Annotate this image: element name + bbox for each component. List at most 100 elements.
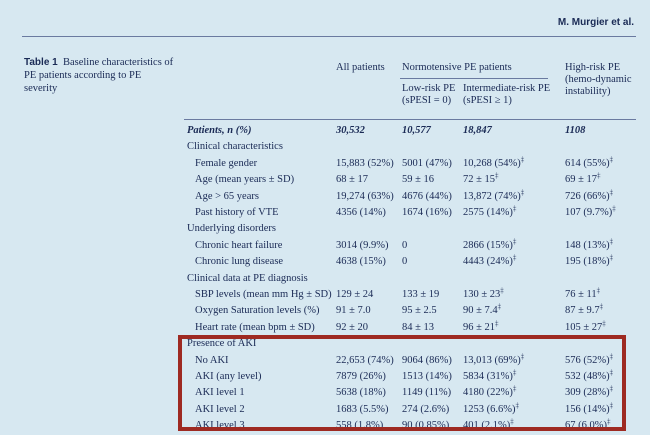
cell-all: 68 ± 17 [336, 172, 368, 187]
section-row: Underlying disorders [0, 221, 650, 236]
cell-high-risk-value: 576 (52%) [565, 354, 610, 366]
cell-low-risk-value: 0 [402, 256, 408, 268]
cell-all: 30,532 [336, 123, 365, 138]
cell-low-risk-value: 133 ± 19 [402, 289, 440, 300]
row-label: Clinical data at PE diagnosis [187, 271, 308, 286]
significance-marker: ‡ [609, 368, 614, 377]
cell-all: 92 ± 20 [336, 320, 368, 335]
cell-high-risk-value: 105 ± 27 [565, 321, 603, 333]
table-row: SBP levels (mean mm Hg ± SD) 129 ± 24 133 … [0, 287, 650, 302]
significance-marker: ‡ [495, 171, 499, 180]
cell-all: 4356 (14%) [336, 205, 386, 220]
cell-all: 19,274 (63%) [336, 189, 394, 204]
cell-high-risk-value: 107 (9.7%) [565, 207, 613, 218]
row-label: Chronic lung disease [195, 254, 283, 269]
row-label: No AKI [195, 353, 229, 368]
header-low-risk: Low-risk PE (sPESI = 0) [402, 83, 456, 106]
significance-marker: ‡ [609, 384, 614, 393]
cell-low-risk: 9064 (86%) [402, 353, 452, 368]
cell-intermediate-risk: 2575 (14%)‡ [463, 205, 516, 220]
cell-high-risk: 67 (6.0%)‡ [565, 418, 611, 433]
significance-marker: ‡ [520, 188, 525, 197]
cell-low-risk: 1149 (11%) [402, 385, 451, 400]
cell-low-risk-value: 1674 (16%) [402, 207, 452, 218]
caption-text: Baseline characteristics of PE patients … [24, 57, 174, 94]
row-label-value: Heart rate (mean bpm ± SD) [195, 321, 315, 333]
cell-intermediate-risk-value: 13,013 (69%) [463, 354, 521, 366]
significance-marker: ‡ [495, 319, 499, 328]
cell-intermediate-risk-value: 18,847 [463, 125, 492, 136]
cell-high-risk-value: 532 (48%) [565, 371, 610, 382]
table-row: No AKI 22,653 (74%) 9064 (86%) 13,013 (69%)… [0, 353, 650, 368]
significance-marker: ‡ [609, 352, 614, 361]
table-row: Age (mean years ± SD) 68 ± 17 59 ± 16 72 ± … [0, 172, 650, 187]
significance-marker: ‡ [520, 352, 525, 361]
cell-all-value: 558 (1.8%) [336, 420, 384, 432]
cell-intermediate-risk: 13,872 (74%)‡ [463, 189, 524, 204]
cell-low-risk: 274 (2.6%) [402, 402, 449, 417]
cell-all-value: 30,532 [336, 125, 365, 136]
table-row: AKI level 3 558 (1.8%) 90 (0.85%) 401 (2.1%… [0, 418, 650, 433]
significance-marker: ‡ [609, 401, 614, 410]
cell-all-value: 5638 (18%) [336, 387, 386, 399]
cell-low-risk-value: 274 (2.6%) [402, 403, 450, 415]
row-label-value: Clinical characteristics [187, 141, 283, 153]
header-intermediate-risk: Intermediate-risk PE (sPESI ≥ 1) [463, 83, 551, 106]
cell-low-risk: 0 [402, 238, 407, 253]
row-label: Heart rate (mean bpm ± SD) [195, 320, 315, 335]
significance-marker: ‡ [520, 155, 525, 164]
cell-all: 7879 (26%) [336, 369, 386, 384]
cell-all: 5638 (18%) [336, 385, 386, 400]
table-row: AKI level 1 5638 (18%) 1149 (11%) 4180 (22%… [0, 385, 650, 400]
cell-high-risk: 148 (13%)‡ [565, 238, 613, 253]
cell-intermediate-risk: 4443 (24%)‡ [463, 254, 516, 269]
table-row: AKI (any level) 7879 (26%) 1513 (14%) 5834 … [0, 369, 650, 384]
row-label-value: Chronic lung disease [195, 256, 284, 268]
cell-intermediate-risk-value: 401 (2.1%) [463, 420, 511, 432]
header-high-risk: High-risk PE (hemo-dynamic instability) [565, 62, 632, 97]
cell-high-risk: 726 (66%)‡ [565, 189, 613, 204]
section-row: Clinical data at PE diagnosis [0, 271, 650, 286]
cell-all-value: 15,883 (52%) [336, 157, 394, 169]
cell-low-risk: 1513 (14%) [402, 369, 452, 384]
significance-marker: ‡ [607, 417, 611, 426]
cell-intermediate-risk-value: 1253 (6.6%) [463, 403, 516, 415]
row-label: AKI (any level) [195, 369, 261, 384]
significance-marker: ‡ [609, 253, 614, 262]
cell-high-risk: 105 ± 27‡ [565, 320, 606, 335]
significance-marker: ‡ [512, 253, 517, 262]
cell-low-risk: 1674 (16%) [402, 205, 452, 220]
cell-all-value: 129 ± 24 [336, 289, 374, 300]
cell-high-risk: 156 (14%)‡ [565, 402, 613, 417]
row-label-value: Oxygen Saturation levels (%) [195, 305, 320, 317]
cell-high-risk-value: 614 (55%) [565, 157, 610, 169]
cell-high-risk: 76 ± 11‡ [565, 287, 600, 302]
top-rule [22, 36, 636, 37]
row-label: Underlying disorders [187, 221, 276, 236]
row-label-value: AKI level 3 [195, 420, 245, 432]
cell-high-risk: 87 ± 9.7‡ [565, 303, 603, 318]
table-row: Past history of VTE 4356 (14%) 1674 (16%) 2… [0, 205, 650, 220]
cell-intermediate-risk: 10,268 (54%)‡ [463, 156, 524, 171]
cell-low-risk: 5001 (47%) [402, 156, 452, 171]
row-label-value: AKI (any level) [195, 371, 262, 382]
row-label: Female gender [195, 156, 257, 171]
significance-marker: ‡ [510, 417, 514, 426]
row-label-value: Underlying disorders [187, 223, 276, 235]
cell-low-risk-value: 84 ± 13 [402, 321, 435, 333]
cell-intermediate-risk-value: 130 ± 23 [463, 289, 501, 300]
significance-marker: ‡ [497, 302, 502, 311]
table-row: Age > 65 years 19,274 (63%) 4676 (44%) 13,8… [0, 189, 650, 204]
header-normotensive: Normotensive PE patients [402, 62, 512, 73]
header-subrule [400, 78, 548, 79]
significance-marker: ‡ [500, 286, 504, 295]
cell-high-risk-value: 67 (6.0%) [565, 420, 607, 432]
cell-low-risk: 4676 (44%) [402, 189, 452, 204]
row-label: AKI level 1 [195, 385, 245, 400]
cell-low-risk: 90 (0.85%) [402, 418, 449, 433]
cell-all: 22,653 (74%) [336, 353, 394, 368]
cell-all: 15,883 (52%) [336, 156, 394, 171]
cell-low-risk-value: 9064 (86%) [402, 354, 452, 366]
significance-marker: ‡ [512, 384, 517, 393]
cell-high-risk-value: 156 (14%) [565, 403, 610, 415]
